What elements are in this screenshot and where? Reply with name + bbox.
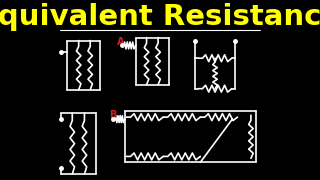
Text: B: B xyxy=(109,110,116,120)
Text: A: A xyxy=(117,37,124,46)
Text: Equivalent Resistance: Equivalent Resistance xyxy=(0,3,320,31)
